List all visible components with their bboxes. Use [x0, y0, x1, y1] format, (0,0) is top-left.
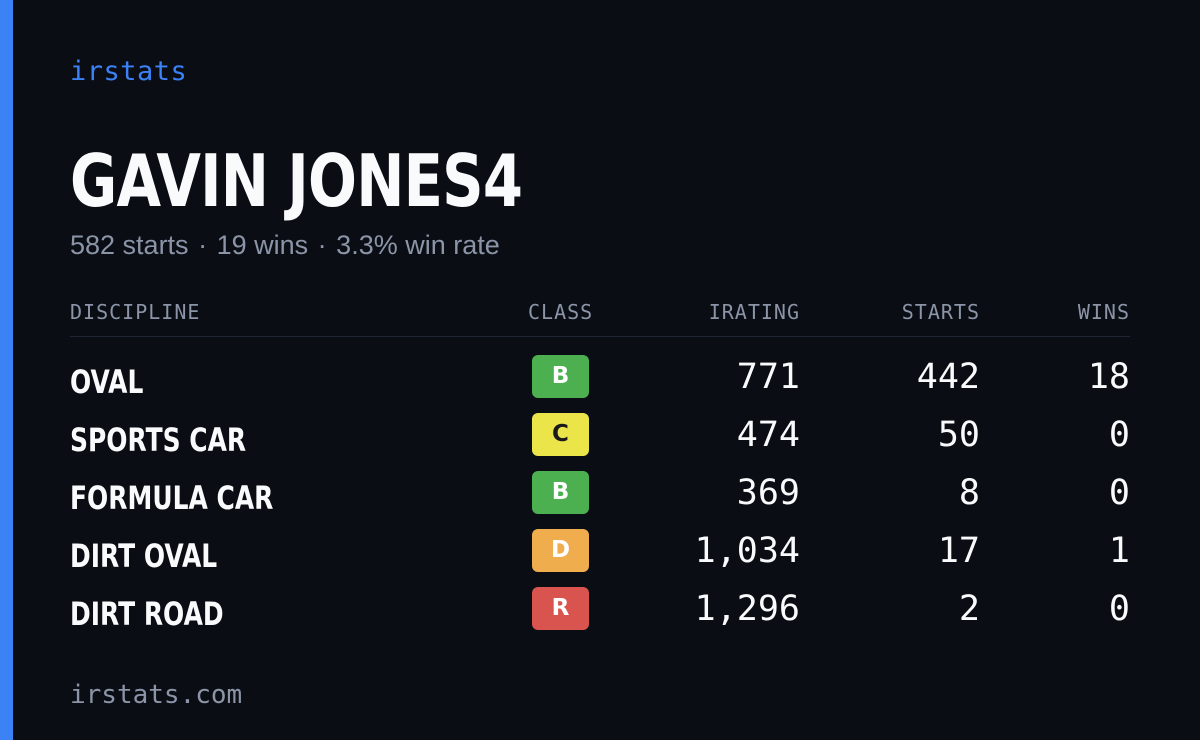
discipline-name: DIRT ROAD	[70, 595, 224, 633]
player-summary: 582 starts · 19 wins · 3.3% win rate	[70, 228, 500, 262]
header-irating: IRATING	[708, 300, 800, 324]
wins-value: 0	[1108, 415, 1130, 455]
summary-separator: ·	[317, 230, 327, 260]
wins-value: 0	[1108, 473, 1130, 513]
starts-value: 442	[916, 357, 980, 397]
starts-value: 17	[937, 531, 980, 571]
irating-value: 474	[736, 415, 800, 455]
summary-separator: ·	[198, 230, 208, 260]
irating-value: 771	[736, 357, 800, 397]
table-header: DISCIPLINE CLASS IRATING STARTS WINS	[70, 296, 1130, 337]
class-badge: B	[532, 355, 589, 398]
brand-logo-text[interactable]: irstats	[70, 56, 188, 87]
player-name: GAVIN JONES4	[70, 139, 523, 223]
wins-value: 1	[1108, 531, 1130, 571]
wins-value: 18	[1087, 357, 1130, 397]
header-class: CLASS	[528, 300, 594, 324]
irating-value: 1,296	[694, 589, 800, 629]
accent-bar	[0, 0, 13, 740]
starts-value: 2	[958, 589, 980, 629]
table-body: OVAL B 771 442 18 SPORTS CAR C 474 50 0 …	[70, 354, 1130, 644]
starts-value: 50	[937, 415, 980, 455]
discipline-name: FORMULA CAR	[70, 479, 274, 517]
class-badge: C	[532, 413, 589, 456]
summary-wins: 19 wins	[216, 230, 309, 260]
table-row: FORMULA CAR B 369 8 0	[70, 470, 1130, 528]
table-row: DIRT ROAD R 1,296 2 0	[70, 586, 1130, 644]
wins-value: 0	[1108, 589, 1130, 629]
discipline-name: OVAL	[70, 363, 144, 401]
header-starts: STARTS	[901, 300, 980, 324]
header-discipline: DISCIPLINE	[70, 300, 201, 324]
table-row: OVAL B 771 442 18	[70, 354, 1130, 412]
table-row: DIRT OVAL D 1,034 17 1	[70, 528, 1130, 586]
class-badge: D	[532, 529, 589, 572]
class-badge: B	[532, 471, 589, 514]
discipline-name: DIRT OVAL	[70, 537, 218, 575]
class-badge: R	[532, 587, 589, 630]
table-row: SPORTS CAR C 474 50 0	[70, 412, 1130, 470]
footer-site-link[interactable]: irstats.com	[70, 680, 243, 710]
discipline-name: SPORTS CAR	[70, 421, 247, 459]
summary-win-rate: 3.3% win rate	[336, 230, 500, 260]
starts-value: 8	[958, 473, 980, 513]
irating-value: 1,034	[694, 531, 800, 571]
irating-value: 369	[736, 473, 800, 513]
summary-starts: 582 starts	[70, 230, 189, 260]
header-wins: WINS	[1077, 300, 1130, 324]
discipline-table: DISCIPLINE CLASS IRATING STARTS WINS OVA…	[70, 296, 1130, 644]
